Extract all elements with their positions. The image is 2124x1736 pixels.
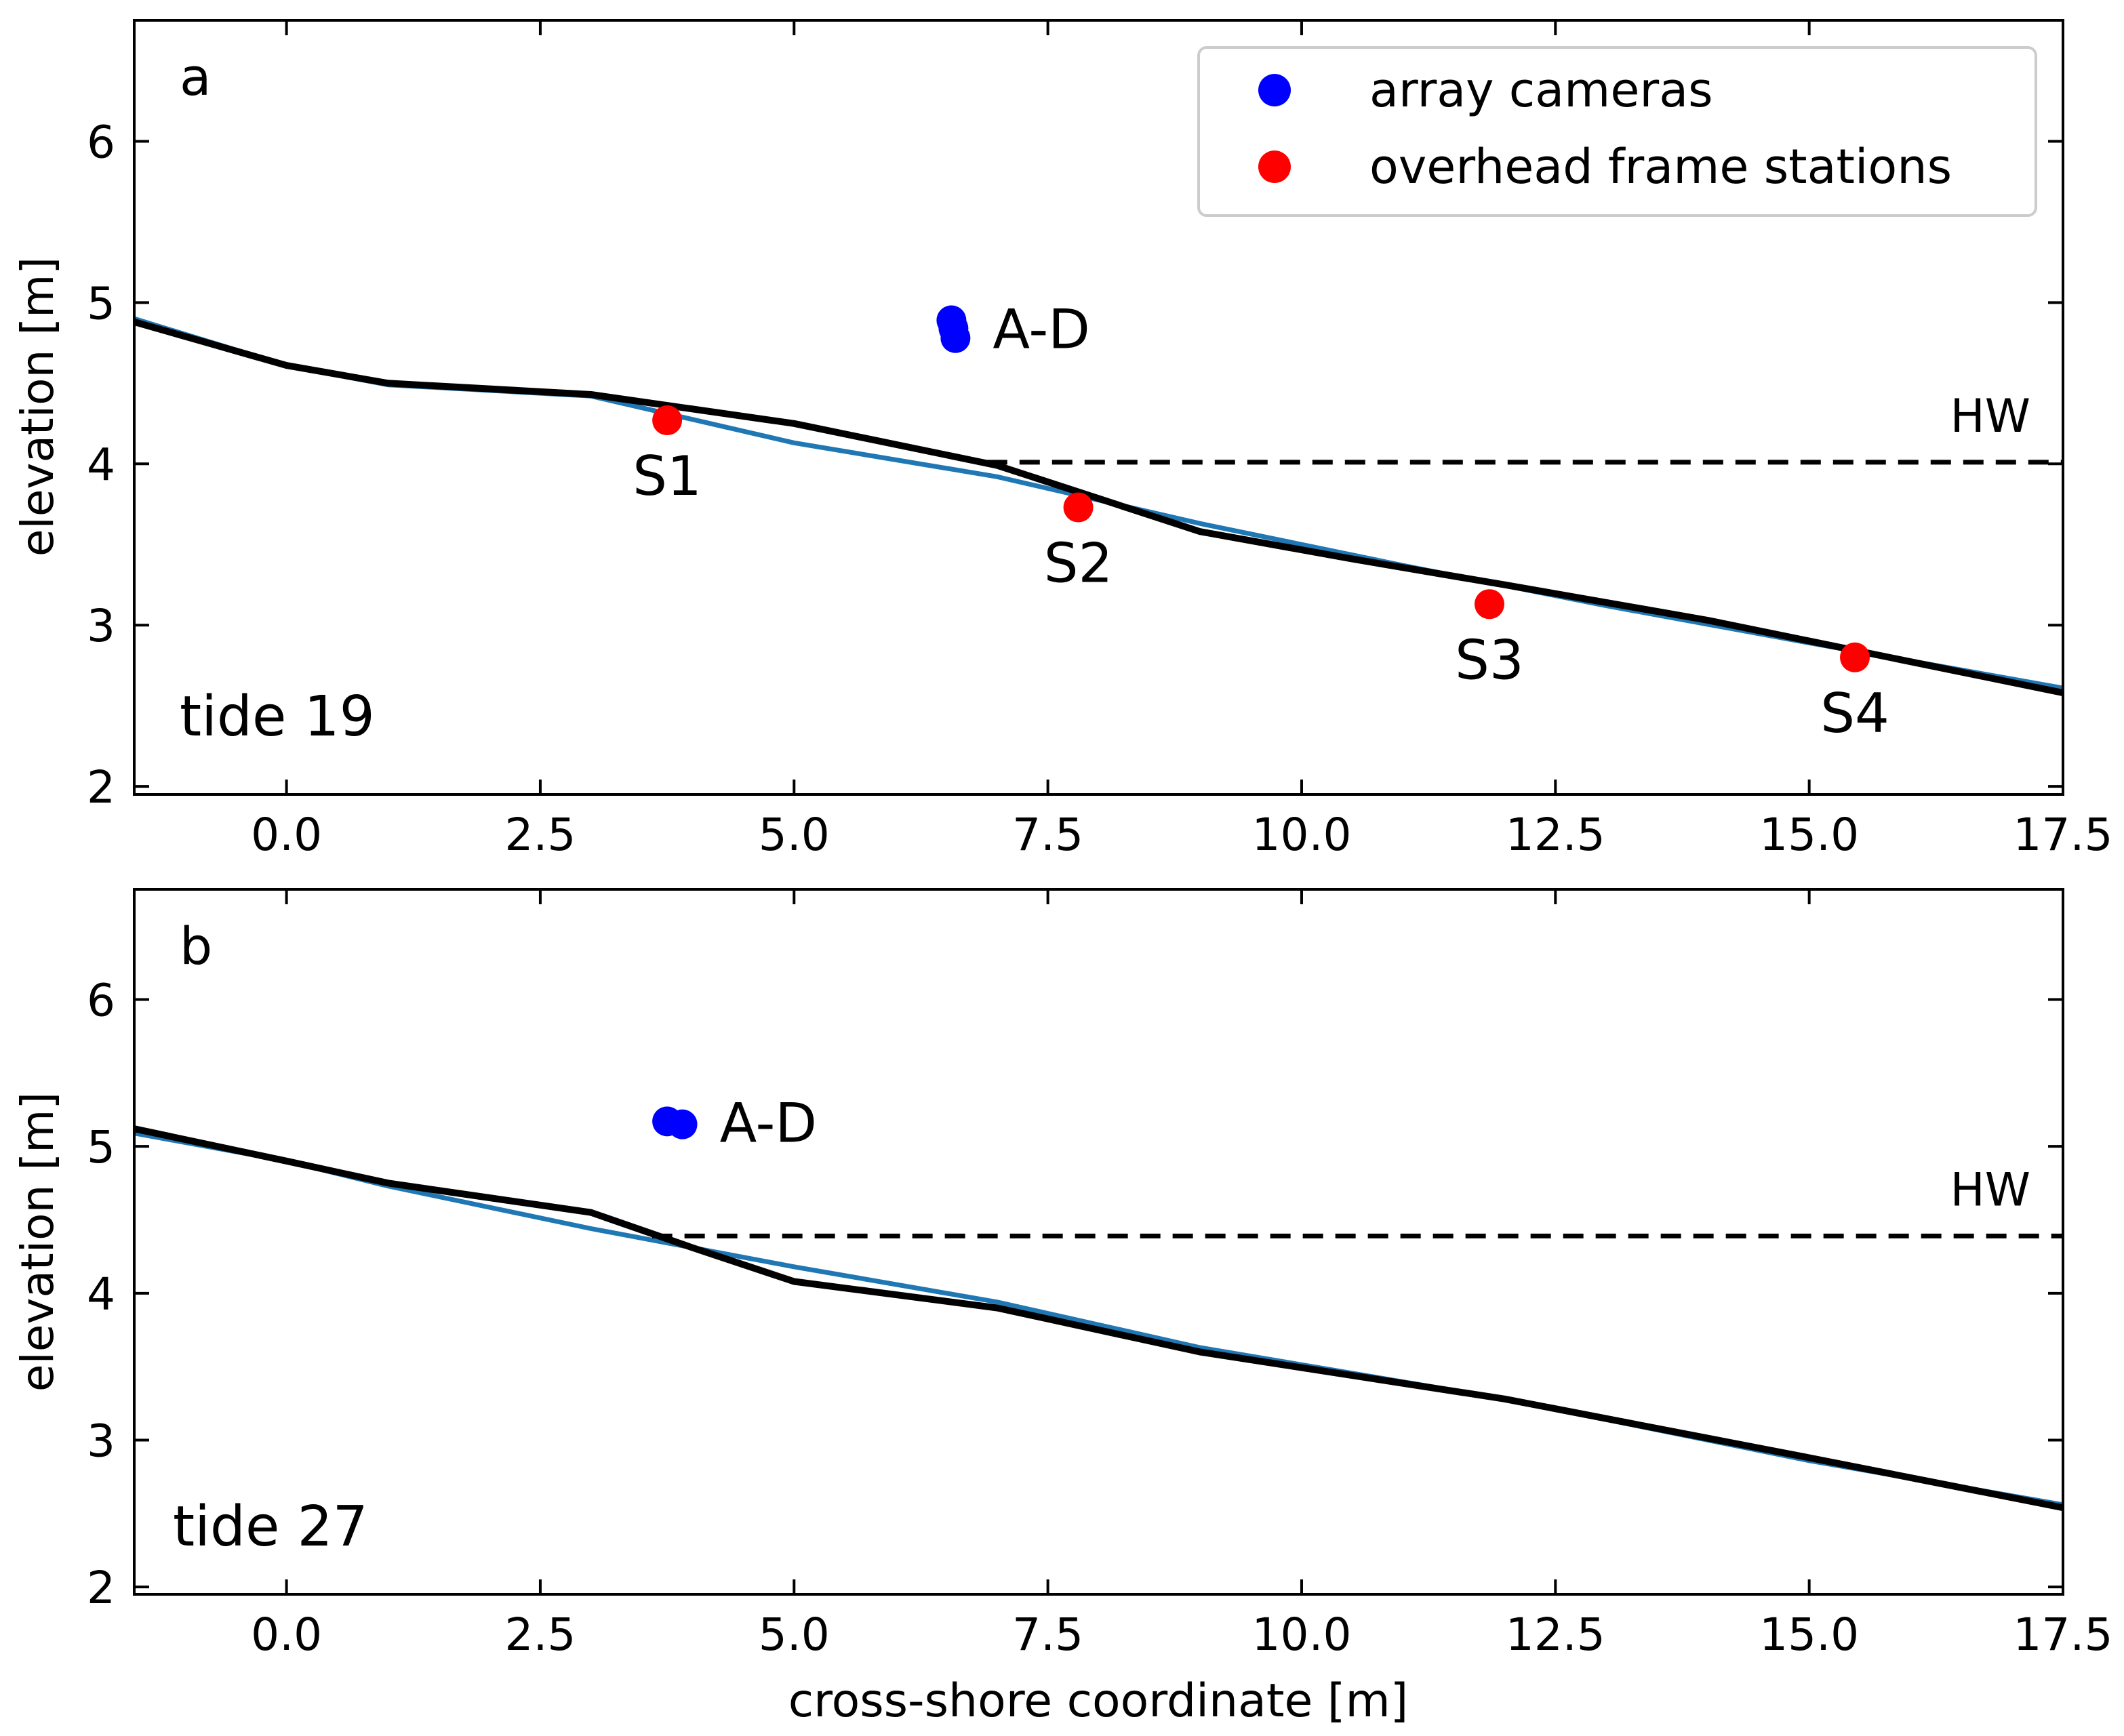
panel-b: b tide 27 elevation [m] cross-shore coor…	[12, 888, 2113, 1728]
axes-frame	[133, 888, 2064, 1596]
x-tick-label: 15.0	[1759, 1609, 1859, 1661]
camera-label: A-D	[720, 1092, 817, 1155]
axes-frame	[133, 19, 2064, 796]
y-axis-label: elevation [m]	[12, 1092, 64, 1392]
x-tick-label: 15.0	[1759, 809, 1859, 861]
x-tick-label: 2.5	[504, 809, 576, 861]
x-tick-label: 2.5	[504, 1609, 576, 1661]
y-tick-label: 5	[87, 277, 115, 329]
x-tick-label: 17.5	[2013, 1609, 2113, 1661]
x-tick-label: 0.0	[251, 809, 322, 861]
y-tick-label: 3	[87, 600, 115, 652]
station-marker	[1063, 492, 1094, 523]
series-line-profile-black	[134, 318, 2063, 697]
x-tick-label: 10.0	[1251, 1609, 1351, 1661]
camera-label: A-D	[993, 298, 1089, 361]
y-tick-label: 2	[87, 1562, 115, 1614]
station-label: S2	[1044, 532, 1113, 595]
tide-label: tide 19	[180, 685, 375, 749]
y-tick-label: 3	[87, 1415, 115, 1468]
tide-label: tide 27	[173, 1495, 368, 1559]
legend-marker-array-cameras	[1258, 74, 1291, 106]
legend-label-array-cameras: array cameras	[1369, 62, 1713, 118]
y-tick-label: 5	[87, 1121, 115, 1173]
station-marker	[1840, 642, 1870, 672]
x-tick-label: 12.5	[1506, 1609, 1605, 1661]
panel-label: a	[180, 47, 212, 107]
legend-marker-overhead-frame-stations	[1258, 150, 1291, 183]
x-tick-label: 5.0	[759, 1609, 830, 1661]
y-tick-label: 4	[87, 1268, 115, 1320]
hw-label: HW	[1950, 1163, 2030, 1217]
legend-frame	[1197, 46, 2037, 217]
x-tick-label: 5.0	[759, 809, 830, 861]
x-tick-label: 7.5	[1012, 1609, 1083, 1661]
x-tick-label: 0.0	[251, 1609, 322, 1661]
hw-label: HW	[1950, 390, 2030, 443]
camera-marker	[667, 1109, 698, 1139]
panel-label: b	[180, 916, 212, 976]
camera-marker	[940, 323, 971, 353]
station-label: S3	[1455, 628, 1524, 691]
y-tick-label: 4	[87, 439, 115, 491]
x-axis-label: cross-shore coordinate [m]	[788, 1674, 1408, 1728]
station-marker	[1474, 589, 1504, 620]
y-axis-label: elevation [m]	[12, 257, 64, 557]
station-marker	[652, 405, 683, 436]
panel-a: a tide 19 elevation [m] HW A-D S1 S2 S3 S4 0.0…	[12, 19, 2113, 861]
station-label: S1	[633, 445, 702, 508]
x-tick-label: 17.5	[2013, 809, 2113, 861]
series-line-profile-black	[134, 1125, 2063, 1512]
legend-label-overhead-frame-stations: overhead frame stations	[1369, 139, 1952, 195]
x-tick-label: 10.0	[1251, 809, 1351, 861]
station-label: S4	[1820, 682, 1889, 745]
plot-area	[134, 1106, 2063, 1512]
legend: array cameras overhead frame stations	[1197, 46, 2037, 217]
plot-area	[134, 305, 2063, 697]
y-tick-label: 2	[87, 761, 115, 813]
x-tick-label: 7.5	[1012, 809, 1083, 861]
y-tick-label: 6	[87, 975, 115, 1027]
y-tick-label: 6	[87, 116, 115, 168]
x-tick-label: 12.5	[1506, 809, 1605, 861]
